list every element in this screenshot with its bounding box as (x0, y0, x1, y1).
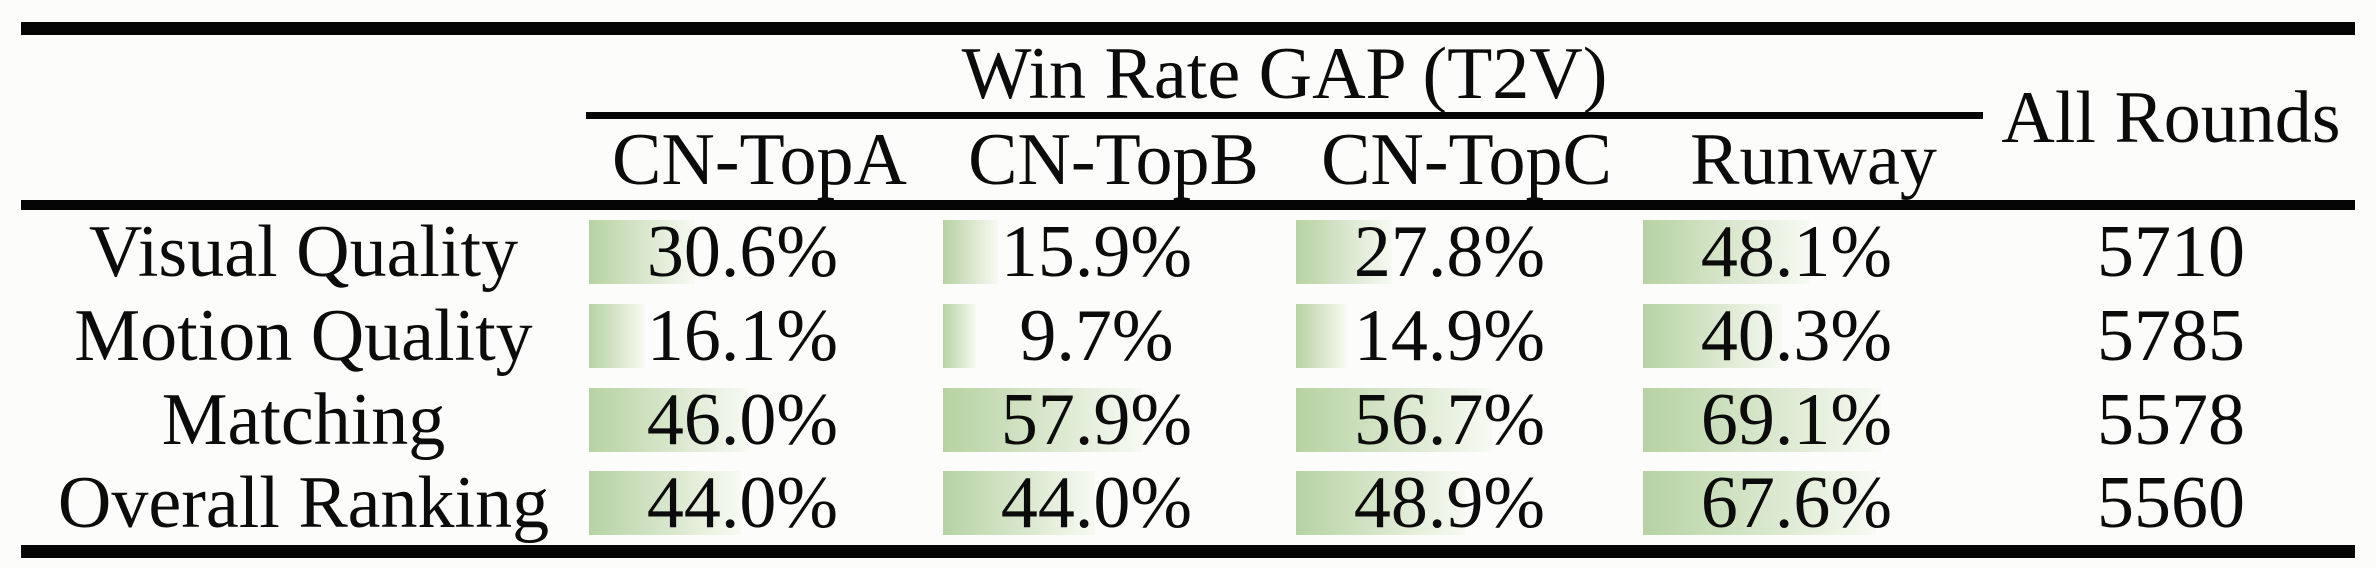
percent-value: 16.1% (646, 295, 839, 377)
value-bar (1643, 388, 1882, 452)
row-label-motion-quality: Motion Quality (74, 295, 533, 377)
column-header-cn-topc: CN-TopC (1321, 118, 1612, 201)
data-cell: 46.0% (586, 378, 933, 462)
row-label-matching: Matching (161, 379, 446, 461)
group-header-underline-rule (586, 112, 1983, 119)
value-bar (1296, 304, 1348, 368)
percent-value: 56.7% (1353, 379, 1546, 461)
percent-value: 27.8% (1353, 211, 1546, 293)
data-cell: 40.3% (1640, 294, 1987, 378)
value-bar (943, 304, 977, 368)
percent-value: 14.9% (1353, 295, 1546, 377)
data-cell: 44.0% (940, 461, 1287, 545)
column-header-all-rounds: All Rounds (2001, 76, 2341, 159)
value-bar (589, 388, 748, 452)
percent-value: 67.6% (1700, 462, 1893, 544)
data-cell: 9.7% (940, 294, 1287, 378)
all-rounds-value: 5710 (2097, 211, 2245, 293)
table-row: Visual Quality 30.6% 15.9% 27.8% 48.1% 5… (0, 210, 2376, 294)
percent-value: 15.9% (1000, 211, 1193, 293)
value-bar (1643, 304, 1783, 368)
value-bar (589, 471, 741, 535)
percent-value: 30.6% (646, 211, 839, 293)
percent-value: 9.7% (1019, 295, 1174, 377)
table-top-rule (21, 22, 2355, 35)
value-bar (1643, 471, 1877, 535)
value-bar (943, 220, 998, 284)
data-cell: 44.0% (586, 461, 933, 545)
data-cell: 57.9% (940, 378, 1287, 462)
all-rounds-value: 5785 (2097, 295, 2245, 377)
percent-value: 48.9% (1353, 462, 1546, 544)
table-row: Overall Ranking 44.0% 44.0% 48.9% 67.6% … (0, 461, 2376, 545)
column-header-cn-topa: CN-TopA (612, 118, 907, 201)
data-cell: 48.9% (1293, 461, 1640, 545)
percent-value: 44.0% (646, 462, 839, 544)
percent-value: 57.9% (1000, 379, 1193, 461)
header-separator-rule (21, 200, 2355, 210)
row-label-visual-quality: Visual Quality (88, 211, 519, 293)
table-bottom-rule (21, 545, 2355, 558)
percent-value: 40.3% (1700, 295, 1893, 377)
value-bar (1296, 220, 1392, 284)
data-cell: 69.1% (1640, 378, 1987, 462)
data-cell: 67.6% (1640, 461, 1987, 545)
value-bar (1643, 220, 1809, 284)
column-header-runway: Runway (1690, 118, 1937, 201)
data-cell: 16.1% (586, 294, 933, 378)
table-row: Motion Quality 16.1% 9.7% 14.9% 40.3% 57… (0, 294, 2376, 378)
column-header-cn-topb: CN-TopB (968, 118, 1259, 201)
data-cell: 30.6% (586, 210, 933, 294)
data-cell: 48.1% (1640, 210, 1987, 294)
value-bar (589, 220, 695, 284)
all-rounds-value: 5560 (2097, 462, 2245, 544)
data-cell: 14.9% (1293, 294, 1640, 378)
group-header-win-rate-gap: Win Rate GAP (T2V) (961, 32, 1608, 115)
value-bar (943, 471, 1095, 535)
percent-value: 46.0% (646, 379, 839, 461)
percent-value: 48.1% (1700, 211, 1893, 293)
data-cell: 56.7% (1293, 378, 1640, 462)
data-cell: 15.9% (940, 210, 1287, 294)
all-rounds-value: 5578 (2097, 379, 2245, 461)
value-bar (1296, 471, 1465, 535)
row-label-overall-ranking: Overall Ranking (57, 462, 550, 544)
data-cell: 27.8% (1293, 210, 1640, 294)
table-row: Matching 46.0% 57.9% 56.7% 69.1% 5578 (0, 378, 2376, 462)
percent-value: 44.0% (1000, 462, 1193, 544)
value-bar (589, 304, 645, 368)
value-bar (1296, 388, 1492, 452)
percent-value: 69.1% (1700, 379, 1893, 461)
value-bar (943, 388, 1143, 452)
